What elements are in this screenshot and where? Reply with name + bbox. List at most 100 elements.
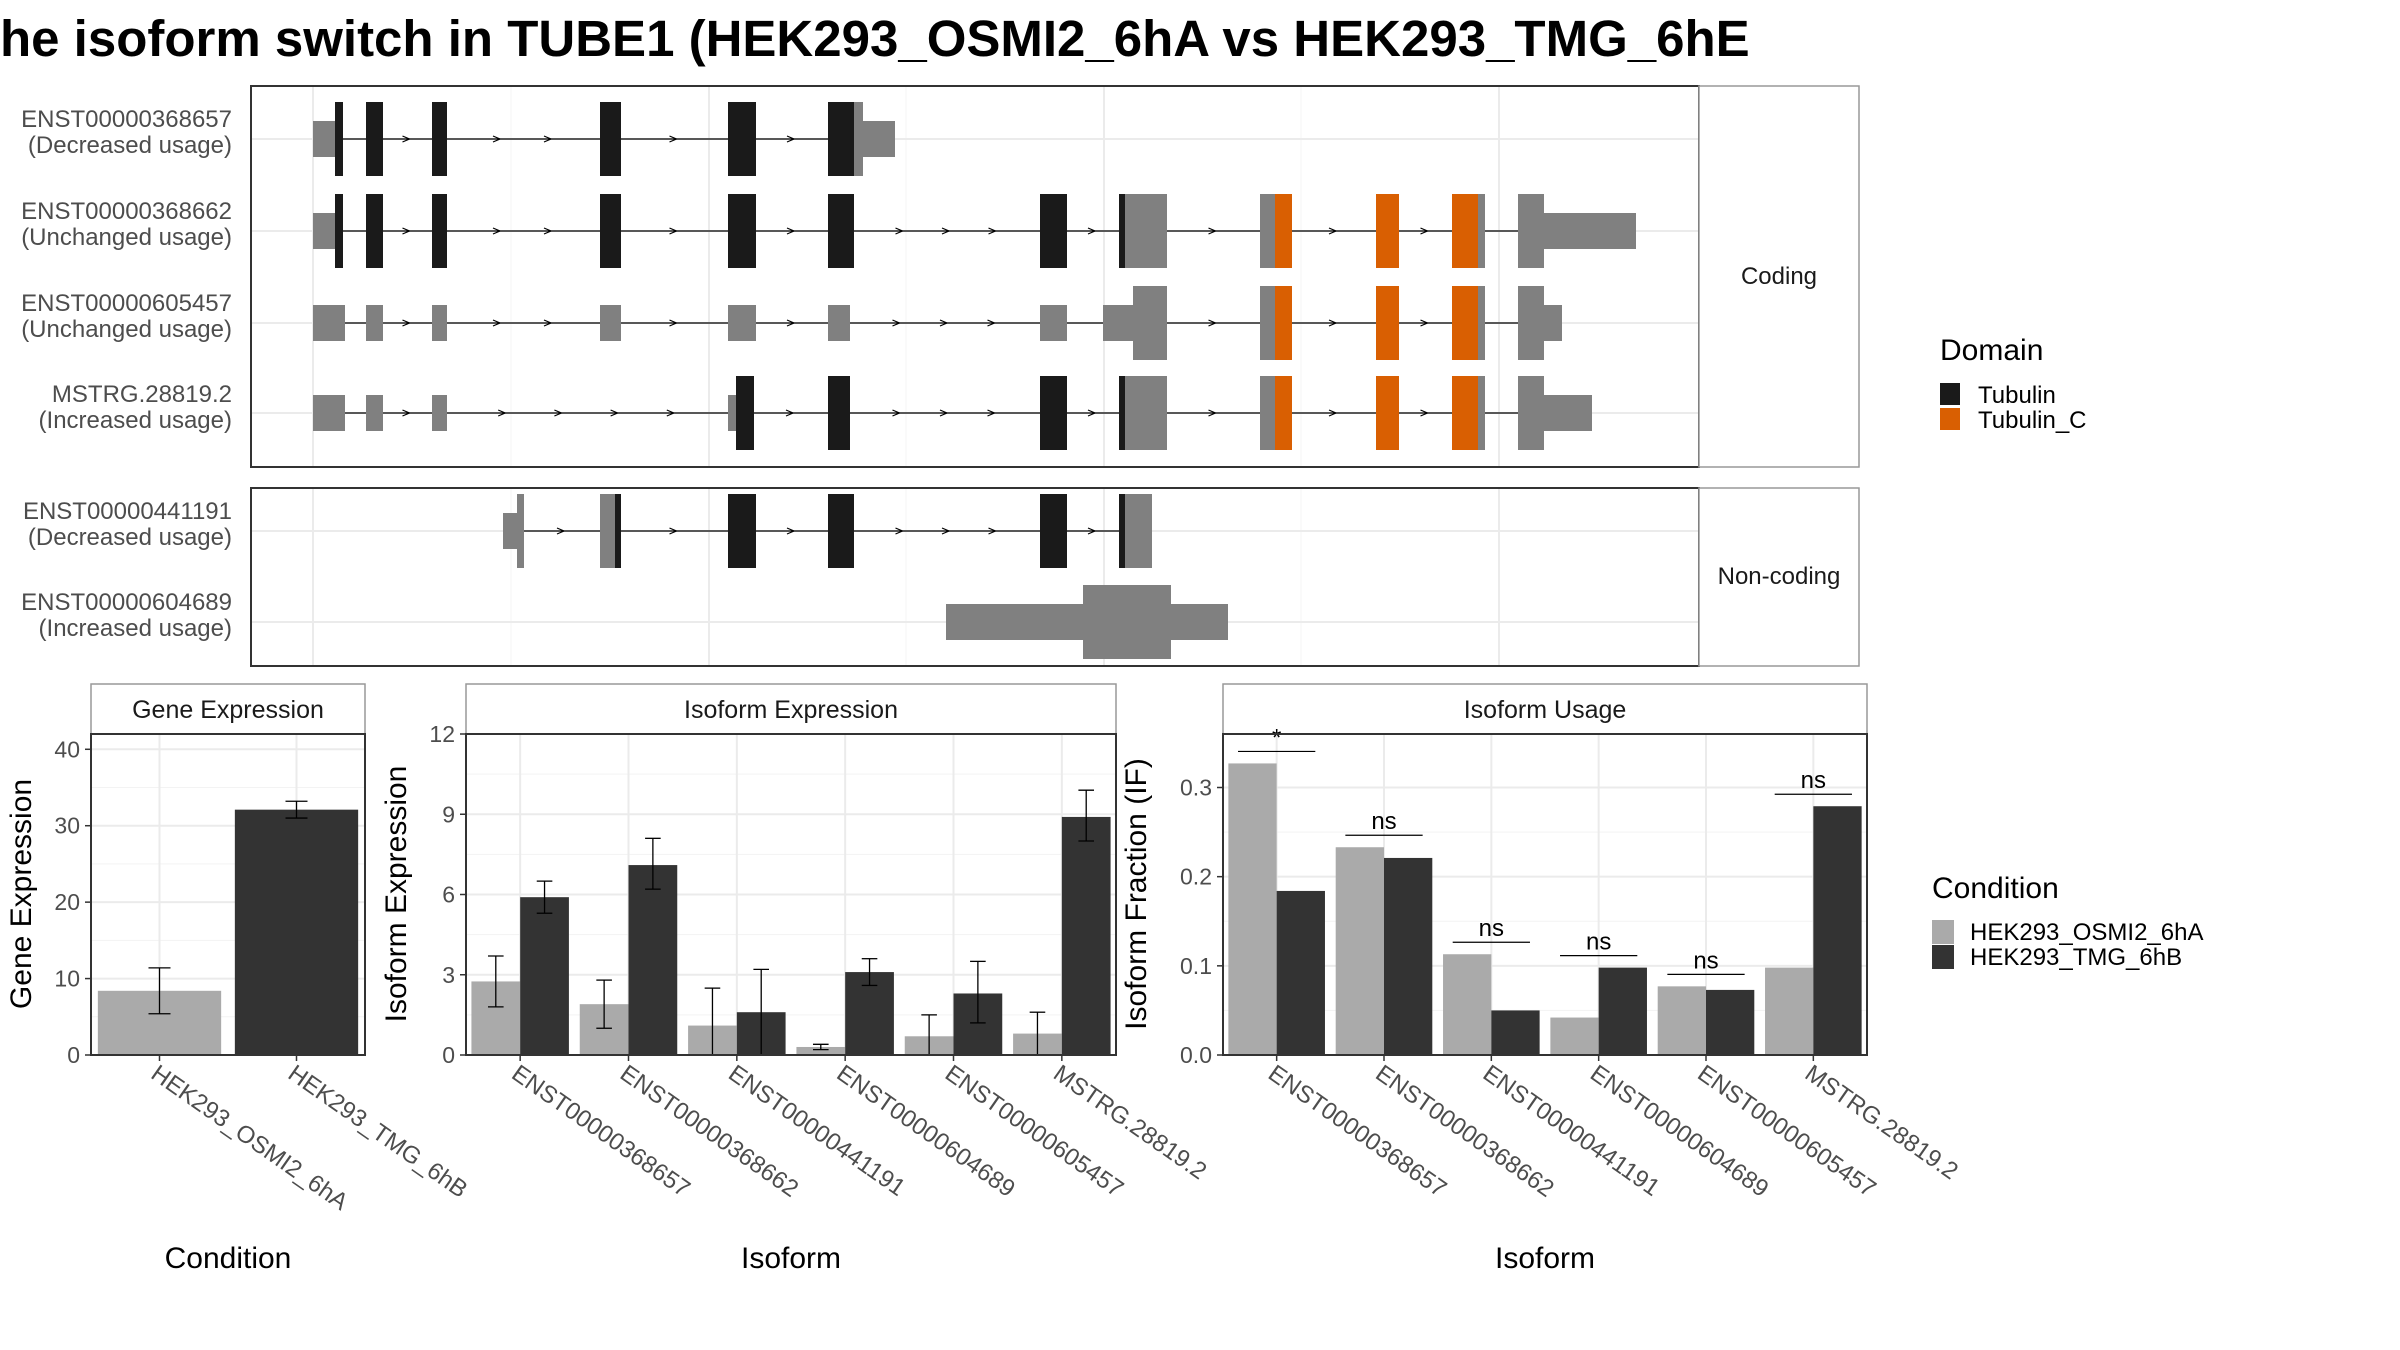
exon-coding-no-domain — [1260, 286, 1275, 360]
bar — [1706, 989, 1755, 1055]
transcript-id-label: ENST00000368657 — [21, 106, 232, 133]
y-tick-label: 3 — [442, 962, 455, 988]
exon-utr — [432, 395, 447, 431]
y-tick-label: 12 — [429, 721, 455, 747]
intron-direction-arrow — [610, 409, 620, 417]
exon-tubulin-domain — [1119, 494, 1125, 568]
figure-title: he isoform switch in TUBE1 (HEK293_OSMI2… — [0, 10, 1750, 67]
intron-direction-arrow — [1087, 227, 1097, 235]
x-tick-label: ENST00000368657 — [507, 1060, 695, 1203]
intron-direction-arrow — [1328, 227, 1338, 235]
coding-transcript-labels: ENST00000368657(Decreased usage) ENST0000… — [21, 106, 232, 434]
intron-direction-arrow — [402, 409, 412, 417]
noncoding-strip — [1698, 487, 1860, 667]
exon-tubulin-c-domain — [1376, 286, 1399, 360]
exon-tubulin-domain — [828, 376, 850, 450]
intron-direction-arrow — [786, 319, 796, 327]
isoform-usage-y-title: Isoform Fraction (IF) — [1120, 758, 1153, 1030]
bar — [1443, 954, 1492, 1055]
exon-utr — [1171, 604, 1228, 640]
transcript-usage-label: (Decreased usage) — [28, 132, 232, 159]
exon-tubulin-c-domain — [1452, 376, 1478, 450]
exon-utr — [1544, 213, 1636, 249]
exon-utr — [600, 305, 621, 341]
exon-tubulin-domain — [432, 194, 447, 268]
gene-expression-x-title: Condition — [165, 1242, 292, 1275]
exon-utr — [503, 513, 517, 549]
significance-label: ns — [1371, 808, 1396, 835]
exon-coding-no-domain — [1133, 286, 1167, 360]
intron-direction-arrow — [941, 527, 951, 535]
exon-tubulin-domain — [600, 102, 621, 176]
exon-tubulin-c-domain — [1275, 286, 1292, 360]
significance-label: * — [1272, 724, 1281, 751]
exon-coding-no-domain — [1260, 194, 1275, 268]
isoform-usage-strip — [1222, 683, 1868, 735]
exon-tubulin-domain — [1040, 194, 1067, 268]
exon-coding-no-domain — [1518, 194, 1544, 268]
exon-utr — [366, 395, 383, 431]
intron-direction-arrow — [402, 135, 412, 143]
intron-direction-arrow — [669, 527, 679, 535]
gene-expression-strip — [90, 683, 366, 735]
y-tick-label: 6 — [442, 882, 455, 908]
exon-utr — [863, 121, 895, 157]
transcript-id-label: ENST00000441191 — [23, 498, 232, 525]
intron-direction-arrow — [895, 527, 905, 535]
exon-coding-no-domain — [1478, 194, 1485, 268]
y-tick-label: 0 — [442, 1042, 455, 1068]
noncoding-strip-label: Non-coding — [1718, 563, 1841, 590]
bar — [520, 897, 569, 1055]
gene-expression-y-title: Gene Expression — [5, 779, 38, 1009]
exon-tubulin-c-domain — [1275, 376, 1292, 450]
x-tick-label: ENST00000368662 — [1371, 1060, 1559, 1203]
y-tick-label: 9 — [442, 801, 455, 827]
noncoding-transcript-labels: ENST00000441191(Decreased usage) ENST0000… — [21, 498, 232, 642]
exon-coding-no-domain — [1125, 376, 1167, 450]
x-tick-label: ENST00000368662 — [615, 1060, 803, 1203]
y-tick-label: 0.1 — [1180, 953, 1212, 979]
exon-coding-no-domain — [1260, 376, 1275, 450]
exon-coding-no-domain — [1125, 494, 1152, 568]
intron-direction-arrow — [939, 319, 949, 327]
x-tick-label: ENST00000441191 — [723, 1060, 910, 1202]
coding-transcript-tracks — [313, 102, 1636, 450]
intron-direction-arrow — [1087, 409, 1097, 417]
exon-utr — [432, 305, 447, 341]
bar — [1335, 847, 1384, 1055]
intron-direction-arrow — [666, 409, 676, 417]
transcript-usage-label: (Decreased usage) — [28, 524, 232, 551]
transcript-id-label: ENST00000605457 — [21, 290, 232, 317]
x-tick-label: ENST00000605457 — [940, 1060, 1128, 1203]
coding-strip — [1698, 85, 1860, 468]
intron-direction-arrow — [1420, 409, 1430, 417]
exon-tubulin-domain — [366, 194, 383, 268]
isoform-expression-panel: Isoform Expression 0 3 6 9 12 ENST00000368657… — [380, 683, 1211, 1275]
y-tick-label: 10 — [54, 966, 80, 992]
exon-utr — [828, 305, 850, 341]
transcript-id-label: ENST00000368662 — [21, 198, 232, 225]
intron-direction-arrow — [492, 227, 502, 235]
significance-label: ns — [1801, 767, 1826, 794]
exon-tubulin-domain — [1119, 376, 1125, 450]
isoform-expression-y-title: Isoform Expression — [380, 766, 413, 1023]
exon-utr — [1103, 305, 1133, 341]
exon-coding-no-domain — [517, 494, 524, 568]
isoform-expression-plot: 036912ENST00000368657ENST00000368662ENST… — [429, 721, 1211, 1203]
isoform-usage-plot: 0.0 0.1 0.2 0.3 * ENST00000368657 ns ENST000003… — [1180, 724, 1963, 1202]
exon-tubulin-c-domain — [1275, 194, 1292, 268]
isoform-usage-panel: Isoform Usage 0.0 0.1 0.2 0.3 * ENST000003686… — [1120, 683, 1963, 1275]
intron-direction-arrow — [1208, 319, 1218, 327]
exon-utr — [1040, 305, 1067, 341]
condition-legend-label-b: HEK293_TMG_6hB — [1970, 944, 2182, 971]
x-tick-label: ENST00000605457 — [1693, 1060, 1881, 1203]
intron-direction-arrow — [543, 227, 553, 235]
exon-tubulin-c-domain — [1376, 194, 1399, 268]
exon-tubulin-domain — [728, 102, 756, 176]
exon-coding-no-domain — [854, 102, 863, 176]
exon-tubulin-domain — [728, 194, 756, 268]
transcript-id-label: ENST00000604689 — [21, 589, 232, 616]
exon-coding-no-domain — [1478, 286, 1485, 360]
exon-utr — [946, 604, 1083, 640]
